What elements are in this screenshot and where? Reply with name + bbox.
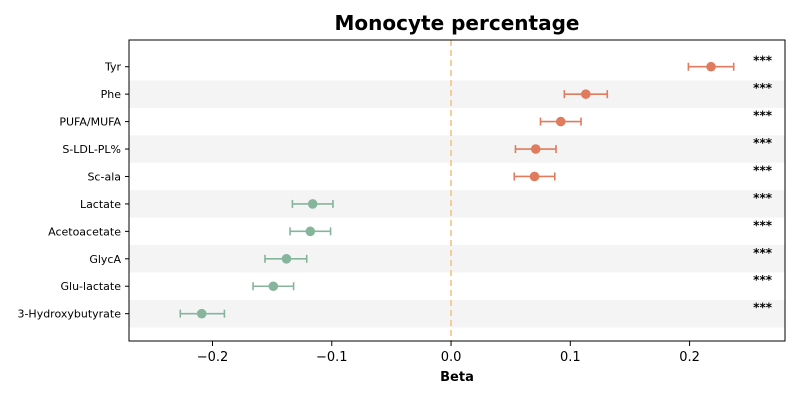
significance-label: ***: [753, 81, 773, 95]
significance-label: ***: [753, 191, 773, 205]
significance-label: ***: [753, 163, 773, 177]
significance-label: ***: [753, 246, 773, 260]
x-tick-label: −0.2: [197, 350, 229, 365]
y-tick-label: 3-Hydroxybutyrate: [17, 308, 121, 321]
row-band: [129, 299, 785, 328]
beta-point: [268, 281, 279, 292]
chart-axes: Tyr Phe PUFA/MUFA S-LDL-PL% Sc-ala Lactate Ace…: [17, 39, 786, 365]
significance-label: ***: [753, 301, 773, 315]
beta-point: [555, 116, 566, 127]
significance-label: ***: [753, 54, 773, 68]
beta-point: [307, 199, 318, 209]
significance-label: ***: [753, 218, 773, 232]
x-tick-label: 0.2: [679, 350, 700, 365]
significance-label: ***: [753, 273, 773, 287]
y-tick-label: S-LDL-PL%: [62, 143, 121, 156]
chart-marks: *** *** *** *** *** *** *** *** *** ***: [179, 54, 773, 319]
significance-label: ***: [753, 136, 773, 150]
row-bands: [129, 80, 785, 328]
row-band: [129, 80, 785, 108]
row-band: [129, 245, 785, 273]
row-band: [129, 190, 785, 218]
y-tick-label: Sc-ala: [87, 170, 121, 183]
x-axis-label: Beta: [440, 370, 474, 385]
y-tick-label: Phe: [101, 88, 122, 101]
y-tick-label: Glu-lactate: [61, 280, 122, 293]
beta-point: [281, 253, 292, 264]
beta-point: [305, 226, 316, 237]
x-tick-label: 0.0: [441, 350, 462, 365]
chart-title: Monocyte percentage: [335, 11, 580, 35]
y-tick-label: GlycA: [89, 253, 121, 266]
x-tick-label: 0.1: [560, 350, 581, 365]
row-band: [129, 135, 785, 163]
y-tick-label: Acetoacetate: [48, 225, 121, 238]
beta-point: [581, 89, 591, 99]
significance-label: ***: [753, 109, 773, 123]
beta-point: [529, 171, 540, 182]
x-tick-label: −0.1: [316, 350, 348, 365]
y-tick-label: Lactate: [80, 198, 121, 211]
beta-point: [196, 308, 207, 319]
beta-point: [530, 144, 541, 154]
y-tick-label: PUFA/MUFA: [59, 116, 121, 129]
plot-frame: [128, 39, 786, 342]
beta-point: [706, 61, 716, 72]
y-tick-label: Tyr: [104, 61, 122, 74]
